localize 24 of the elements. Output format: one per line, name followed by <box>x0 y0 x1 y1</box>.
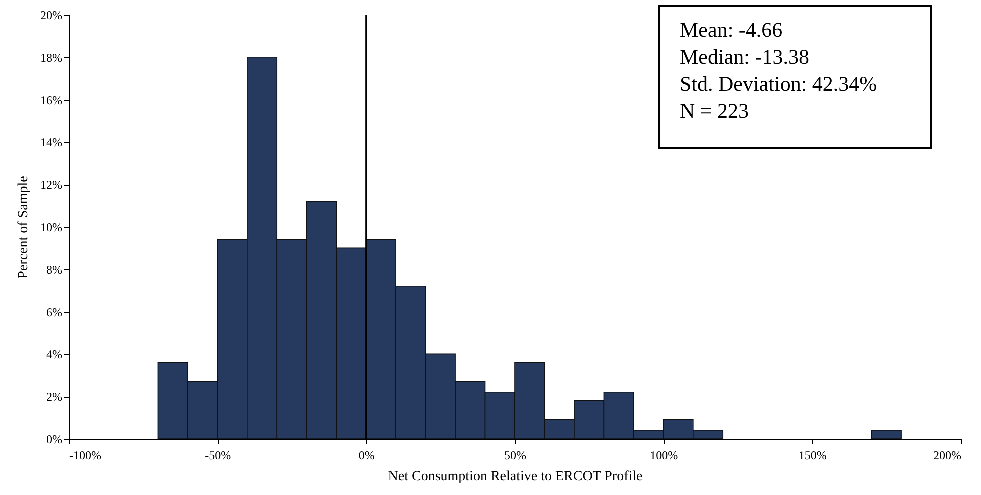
annotation: N = 223 <box>680 98 750 125</box>
x-tick-label: 50% <box>504 448 526 462</box>
annotation: Std. Deviation: 42.34% <box>680 71 878 98</box>
annotation: Median: -13.38 <box>680 44 810 71</box>
y-tick-label: 12% <box>40 178 62 192</box>
y-tick-label: 16% <box>40 93 62 108</box>
y-tick-label: 2% <box>46 390 62 404</box>
x-tick-label: 150% <box>798 448 827 462</box>
y-tick-label: 4% <box>46 348 62 362</box>
x-tick-label: -100% <box>70 448 102 462</box>
x-tick-label: -50% <box>205 448 232 462</box>
y-tick-label: 6% <box>46 305 62 320</box>
annotation: Mean: -4.66 <box>680 17 784 44</box>
y-tick-label: 18% <box>40 50 62 65</box>
y-tick-label: 20% <box>40 8 62 22</box>
x-axis-title: Net Consumption Relative to ERCOT Profile <box>388 470 643 484</box>
y-tick-label: 10% <box>40 220 62 234</box>
x-tick-label: 0% <box>358 448 375 462</box>
x-tick-label: 100% <box>650 448 678 462</box>
y-axis-title: Percent of Sample <box>16 176 32 279</box>
y-tick-label: 14% <box>40 136 62 150</box>
y-tick-label: 8% <box>46 262 62 277</box>
y-tick-label: 0% <box>46 432 62 446</box>
x-tick-label: 200% <box>934 448 962 462</box>
